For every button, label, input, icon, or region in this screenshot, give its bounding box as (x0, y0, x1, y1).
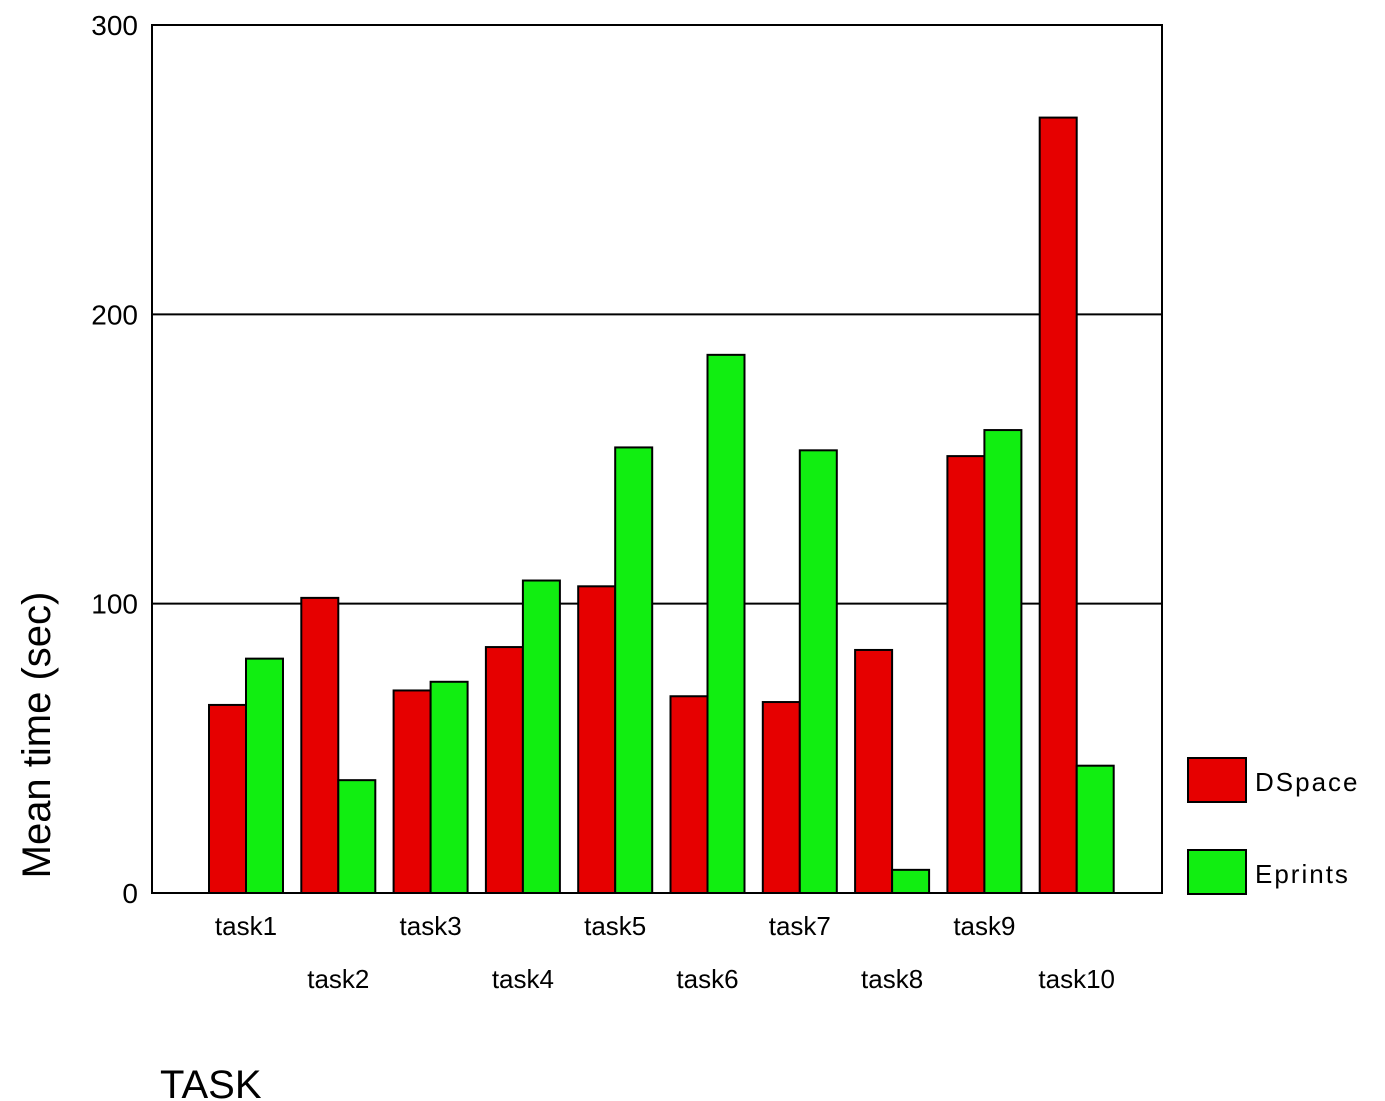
bar-eprints-task5 (614, 446, 654, 894)
bar-dspace-task6 (669, 695, 709, 895)
plot-frame (151, 24, 1163, 894)
x-tick-label: task2 (307, 964, 369, 994)
bar-dspace-task4 (484, 646, 524, 894)
x-tick-label: task6 (676, 964, 738, 994)
bar-eprints-task10 (1075, 764, 1115, 895)
bar-eprints-task3 (429, 680, 469, 895)
x-tick-label: task10 (1038, 964, 1115, 994)
y-tick-label: 300 (91, 10, 138, 41)
legend: DSpace Eprints (1187, 757, 1360, 895)
bar-dspace-task3 (392, 689, 432, 895)
bar-eprints-task7 (798, 449, 838, 894)
bar-dspace-task1 (208, 703, 247, 895)
bar-dspace-task8 (854, 648, 894, 895)
legend-label-eprints: Eprints (1255, 859, 1350, 889)
x-axis-title: TASK (160, 1063, 262, 1101)
bar-eprints-task8 (891, 868, 931, 894)
legend-swatch-eprints (1187, 849, 1247, 895)
legend-label-dspace: DSpace (1255, 767, 1360, 797)
y-tick-label: 100 (91, 589, 138, 620)
bar-dspace-task2 (300, 596, 340, 894)
x-tick-label: task7 (769, 911, 831, 941)
x-tick-label: task5 (584, 911, 646, 941)
x-tick-label: task9 (953, 911, 1015, 941)
bar-eprints-task4 (521, 579, 561, 895)
bar-dspace-task7 (761, 701, 801, 894)
x-tick-label: task1 (215, 911, 277, 941)
bar-eprints-task6 (706, 353, 746, 894)
x-tick-label: task8 (861, 964, 923, 994)
bars (208, 116, 1115, 895)
y-axis-ticks: 0 100 200 300 (91, 10, 138, 909)
x-axis-labels: task1 task2 task3 task4 task5 task6 task7 task8… (215, 911, 1115, 994)
bar-dspace-task10 (1038, 116, 1078, 894)
x-tick-label: task3 (400, 911, 462, 941)
bar-dspace-task5 (577, 585, 617, 894)
y-axis-title: Mean time (sec) (15, 592, 59, 879)
y-tick-label: 200 (91, 299, 138, 330)
bar-eprints-task2 (337, 779, 377, 894)
y-tick-label: 0 (122, 878, 138, 909)
bar-eprints-task1 (245, 657, 284, 895)
legend-swatch-dspace (1187, 757, 1247, 803)
x-tick-label: task4 (492, 964, 554, 994)
bar-eprints-task9 (983, 429, 1023, 894)
bar-dspace-task9 (946, 455, 986, 894)
